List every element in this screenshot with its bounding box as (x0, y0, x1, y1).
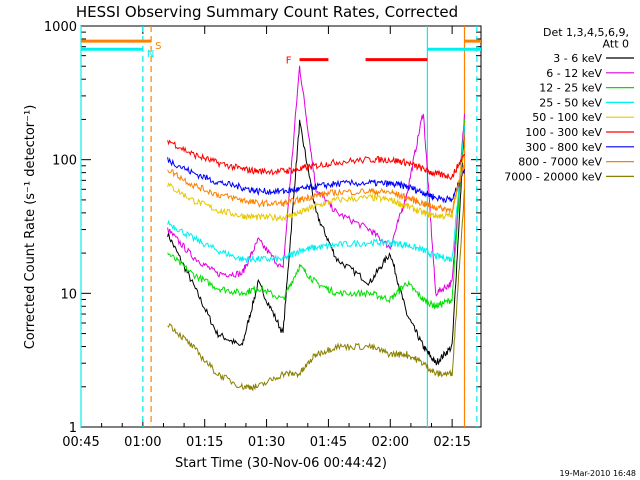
legend-entry-label: 300 - 800 keV (525, 141, 602, 154)
legend-entry-label: 25 - 50 keV (539, 96, 602, 109)
x-tick-label: 00:45 (62, 435, 99, 450)
timestamp-footer: 19-Mar-2010 16:48 (560, 469, 637, 478)
annotation-label: S (155, 41, 161, 52)
series-line (167, 119, 465, 310)
series-line (167, 119, 465, 366)
legend-entry-label: 50 - 100 keV (532, 111, 602, 124)
y-tick-label: 1 (69, 421, 77, 436)
legend-entry-label: 100 - 300 keV (525, 126, 602, 139)
legend-header: Att 0 (603, 38, 629, 51)
plot-frame (80, 25, 482, 428)
chart-title: HESSI Observing Summary Count Rates, Cor… (76, 3, 458, 21)
legend-entry-label: 6 - 12 keV (546, 67, 602, 80)
annotation-label: N (147, 49, 154, 60)
x-tick-label: 01:45 (310, 435, 347, 450)
y-tick-label: 100 (52, 154, 77, 169)
legend-header: Det 1,3,4,5,6,9, (543, 26, 629, 39)
legend: Det 1,3,4,5,6,9,Att 03 - 6 keV 6 - 12 keV… (504, 26, 634, 183)
series-line (167, 147, 465, 223)
series-line (167, 65, 465, 297)
y-tick-label: 10 (60, 287, 77, 302)
series-line (167, 139, 465, 181)
legend-entry-label: 3 - 6 keV (553, 52, 602, 65)
y-tick-label: 1000 (44, 20, 77, 35)
x-tick-label: 01:00 (124, 435, 161, 450)
annotation-label: F (286, 56, 292, 67)
series-line (167, 157, 465, 204)
x-tick-label: 02:15 (433, 435, 470, 450)
series-line (167, 189, 465, 392)
legend-entry-label: 800 - 7000 keV (518, 156, 602, 169)
x-tick-label: 01:15 (186, 435, 223, 450)
legend-entry-label: 12 - 25 keV (539, 82, 602, 95)
plot-area: 00:45 01:00 01:15 01:30 01:45 02:00 02:15 1 10 10… (44, 20, 482, 450)
y-axis-label: Corrected Count Rate (s⁻¹ detector⁻¹) (23, 105, 38, 350)
legend-entry-label: 7000 - 20000 keV (504, 170, 602, 183)
series-line (167, 162, 465, 214)
x-tick-label: 02:00 (372, 435, 409, 450)
x-axis-label: Start Time (30-Nov-06 00:44:42) (175, 456, 387, 471)
series-line (167, 125, 465, 263)
x-tick-label: 01:30 (248, 435, 285, 450)
